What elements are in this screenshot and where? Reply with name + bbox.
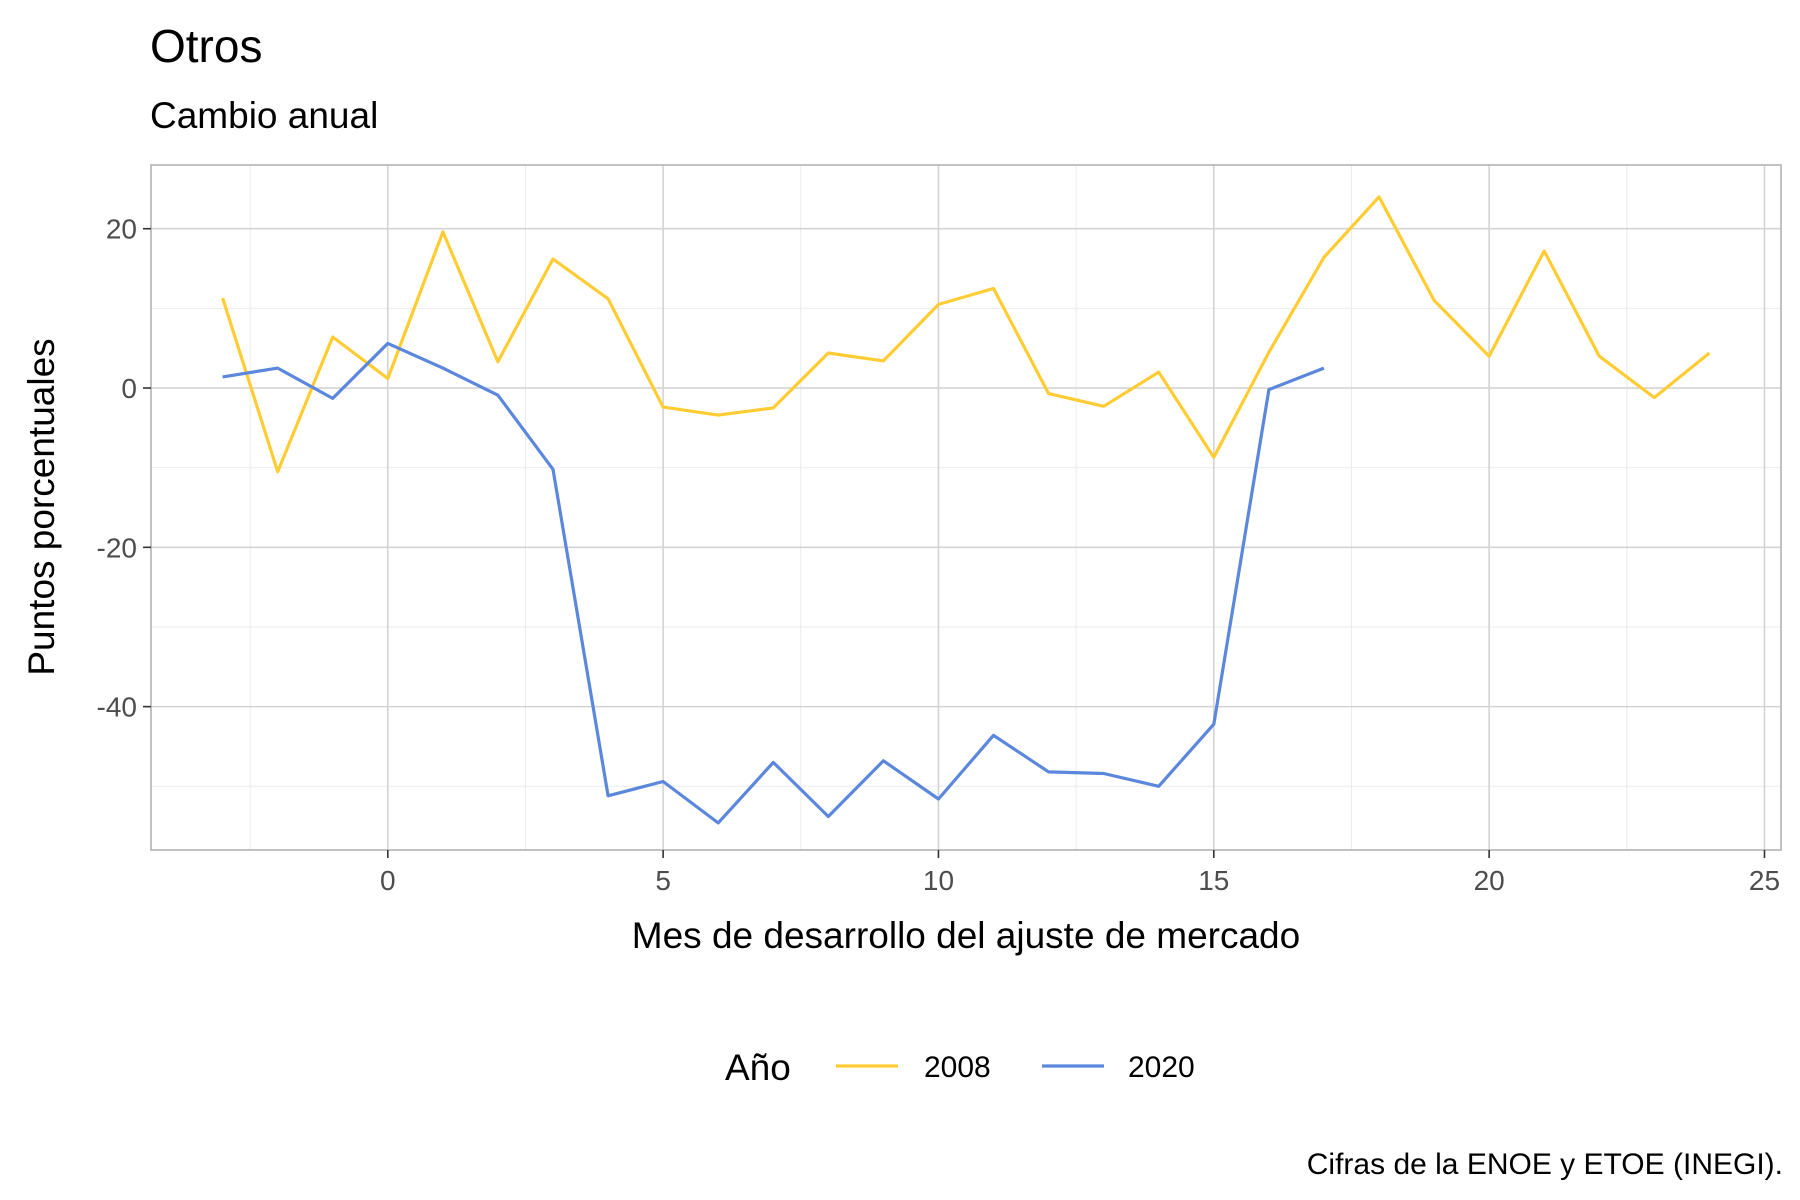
x-axis-ticks: 0 5 10 15 20 25 <box>380 850 1780 896</box>
y-axis-ticks: 20 0 -20 -40 <box>97 214 151 723</box>
y-tick-label: 0 <box>121 373 137 404</box>
major-gridlines <box>151 165 1781 850</box>
series-line-2020 <box>222 341 1325 825</box>
x-tick-label: 20 <box>1474 865 1505 896</box>
chart-subtitle: Cambio anual <box>150 95 378 136</box>
y-axis-title: Puntos porcentuales <box>21 338 62 675</box>
plot-panel-border <box>150 164 1782 851</box>
x-tick-label: 5 <box>655 865 671 896</box>
x-tick-label: 25 <box>1749 865 1780 896</box>
legend-label-2008: 2008 <box>924 1051 991 1084</box>
legend: Año 2008 2020 <box>725 1047 1195 1088</box>
chart-caption: Cifras de la ENOE y ETOE (INEGI). <box>1307 1148 1783 1181</box>
y-tick-label: -40 <box>97 692 137 723</box>
minor-gridlines <box>151 165 1781 850</box>
x-axis-title: Mes de desarrollo del ajuste de mercado <box>632 915 1300 956</box>
legend-title: Año <box>725 1047 791 1088</box>
x-tick-label: 15 <box>1198 865 1229 896</box>
chart-title: Otros <box>150 20 262 72</box>
x-tick-label: 0 <box>380 865 396 896</box>
y-tick-label: 20 <box>106 214 137 245</box>
x-tick-label: 10 <box>923 865 954 896</box>
y-tick-label: -20 <box>97 532 137 563</box>
series-line-2008 <box>221 195 1711 474</box>
series-layer <box>221 195 1711 825</box>
legend-label-2020: 2020 <box>1128 1051 1195 1084</box>
